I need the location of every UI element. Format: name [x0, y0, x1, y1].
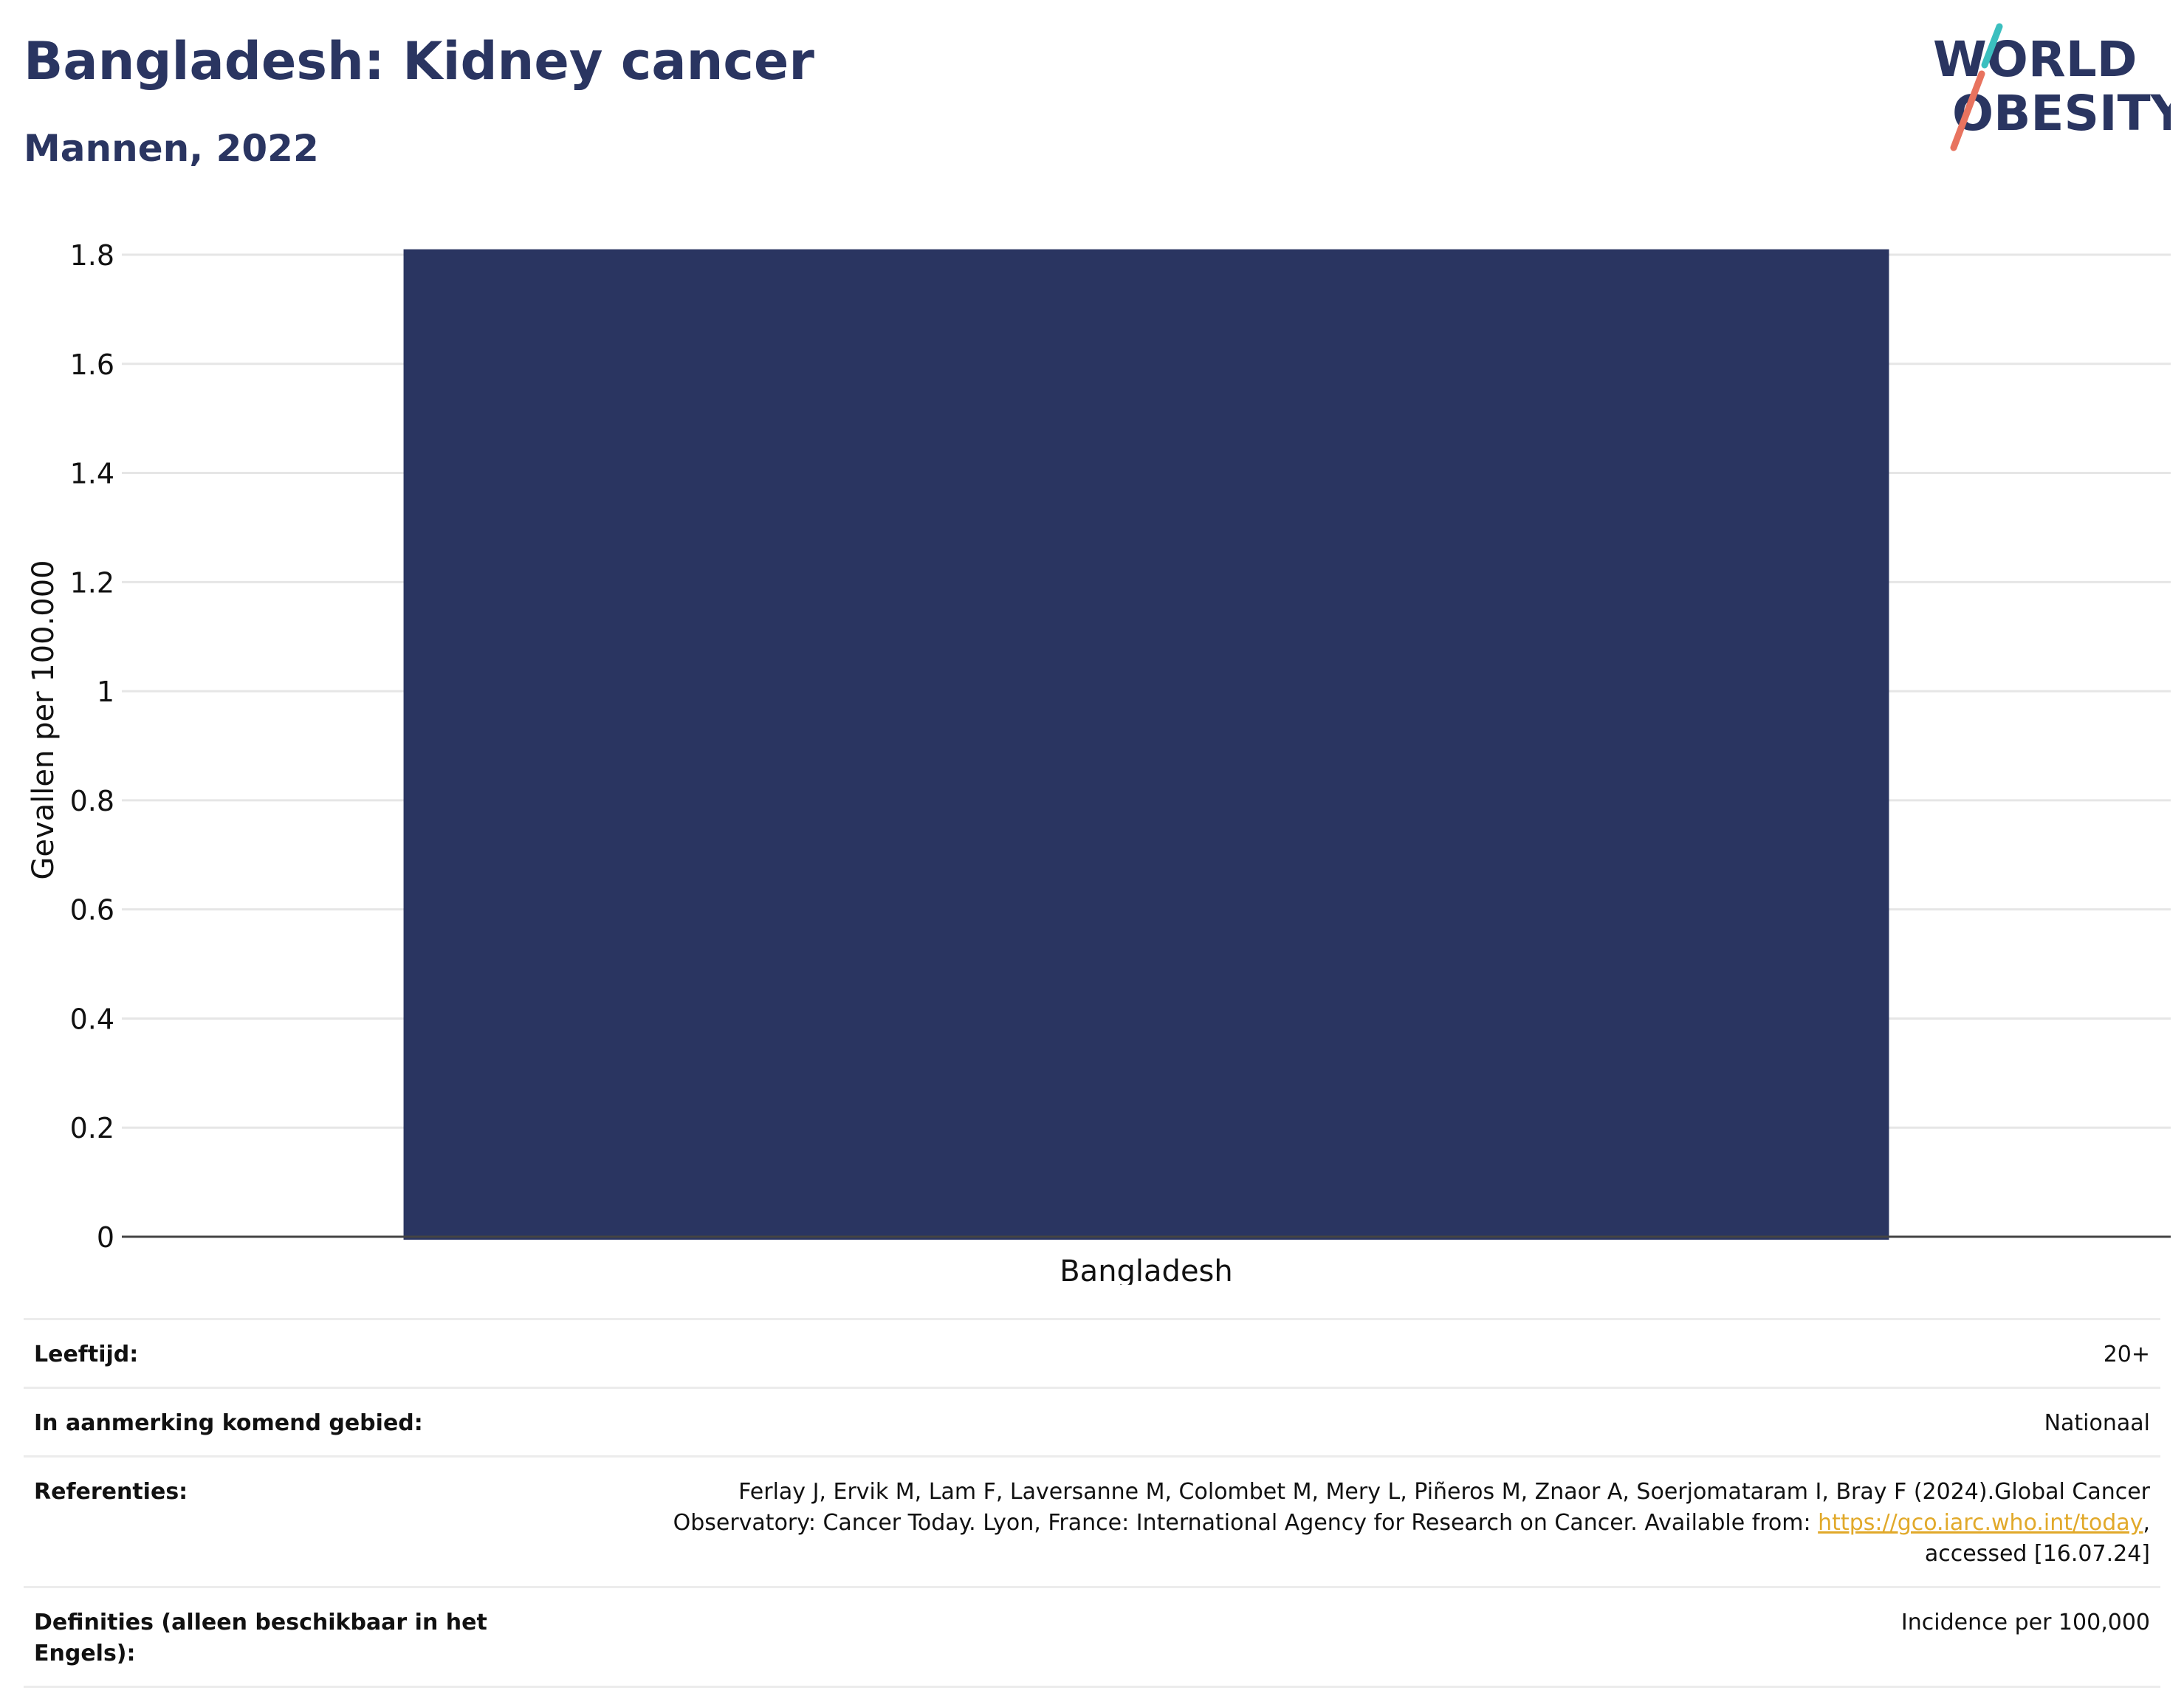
page-title: Bangladesh: Kidney cancer	[24, 31, 814, 92]
meta-row-age: Leeftijd: 20+	[24, 1318, 2160, 1387]
page-subtitle: Mannen, 2022	[24, 127, 319, 170]
bar-chart: 0 0.2 0.4 0.6 0.8 1 1.2 1.4 1.6 1.8 Bangladesh Gev…	[27, 239, 2171, 1285]
meta-row-references: Referenties: Ferlay J, Ervik M, Lam F, L…	[24, 1455, 2160, 1586]
bar-bangladesh	[403, 249, 1889, 1240]
y-tick-label: 1	[97, 676, 114, 708]
meta-label: Leeftijd:	[34, 1342, 139, 1367]
meta-value: Incidence per 100,000	[1900, 1610, 2150, 1635]
axes: 0 0.2 0.4 0.6 0.8 1 1.2 1.4 1.6 1.8 Bangladesh	[70, 239, 2171, 1285]
bars	[403, 249, 1889, 1240]
reference-line-2: Observatory: Cancer Today. Lyon, France:…	[570, 1508, 2150, 1539]
y-tick-label: 1.8	[70, 239, 114, 272]
y-axis-label: Gevallen per 100.000	[27, 560, 61, 879]
meta-row-area: In aanmerking komend gebied: Nationaal	[24, 1387, 2160, 1455]
meta-row-definitions: Definities (alleen beschikbaar in het En…	[24, 1586, 2160, 1688]
y-tick-label: 0.2	[70, 1112, 114, 1144]
meta-value: Nationaal	[2044, 1410, 2150, 1436]
y-tick-label: 0.6	[70, 894, 114, 927]
logo-line1: WORLD	[1933, 31, 2137, 88]
y-tick-label: 1.2	[70, 566, 114, 599]
y-tick-label: 1.4	[70, 458, 114, 490]
logo-coral-stroke	[1950, 70, 1985, 151]
reference-line-1: Ferlay J, Ervik M, Lam F, Laversanne M, …	[738, 1479, 2150, 1505]
meta-label: Referenties:	[34, 1479, 188, 1505]
y-tick-label: 0.8	[70, 785, 114, 817]
world-obesity-logo: WORLD OBESITY	[1933, 23, 2171, 151]
x-tick-label: Bangladesh	[1060, 1254, 1233, 1285]
y-tick-label: 0.4	[70, 1003, 114, 1035]
meta-label: Definities (alleen beschikbaar in het En…	[34, 1610, 487, 1666]
meta-value: Ferlay J, Ervik M, Lam F, Laversanne M, …	[570, 1477, 2150, 1570]
reference-link[interactable]: https://gco.iarc.who.int/today	[1818, 1510, 2143, 1536]
reference-text: Observatory: Cancer Today. Lyon, France:…	[673, 1510, 1819, 1536]
meta-value: 20+	[2103, 1342, 2150, 1367]
logo-teal-stroke	[1981, 23, 2003, 69]
logo-line2: OBESITY	[1952, 85, 2171, 142]
y-tick-label: 0	[97, 1221, 114, 1254]
reference-line-3: accessed [16.07.24]	[1924, 1541, 2150, 1567]
y-tick-label: 1.6	[70, 349, 114, 381]
meta-label: In aanmerking komend gebied:	[34, 1410, 423, 1436]
metadata-table: Leeftijd: 20+ In aanmerking komend gebie…	[24, 1318, 2160, 1688]
reference-suffix: ,	[2143, 1510, 2150, 1536]
